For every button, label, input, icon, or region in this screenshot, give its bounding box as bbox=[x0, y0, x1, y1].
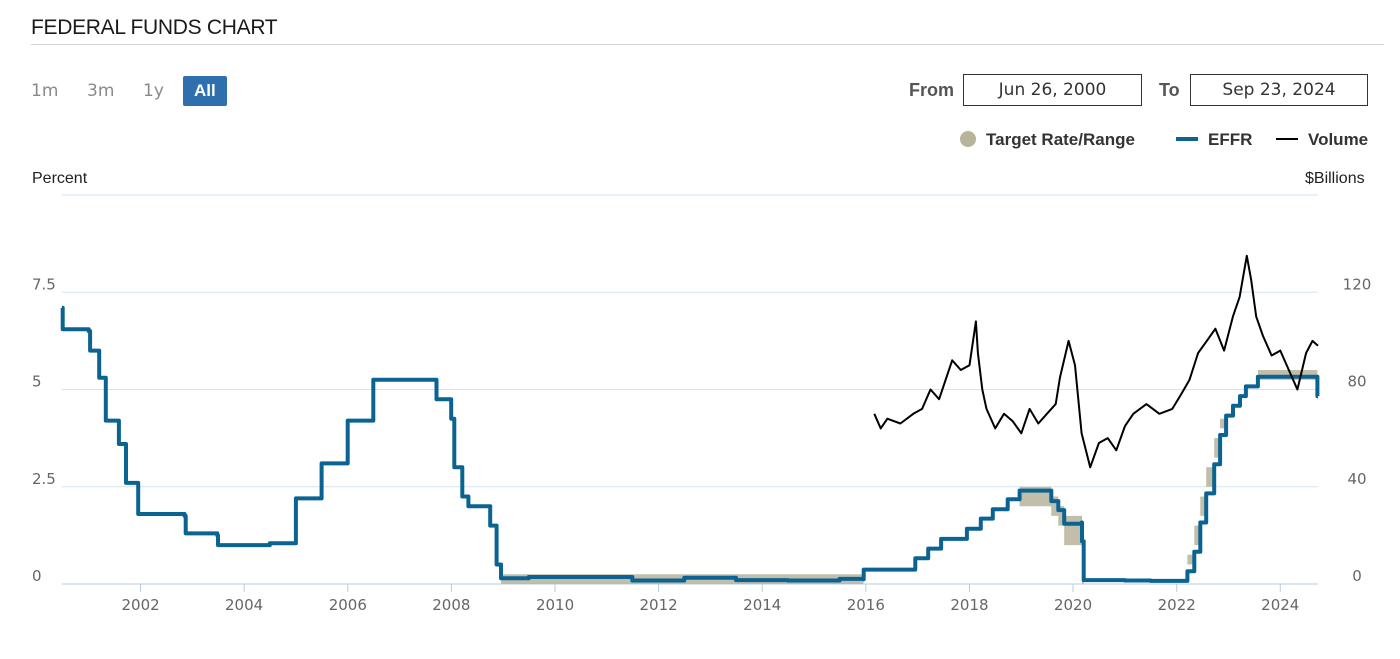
effr-line-icon bbox=[1176, 137, 1198, 141]
legend-item-effr[interactable]: EFFR bbox=[1176, 130, 1252, 150]
page-title: FEDERAL FUNDS CHART bbox=[31, 16, 278, 39]
right-tick-label: 40 bbox=[1347, 470, 1366, 488]
left-axis-title: Percent bbox=[32, 170, 88, 187]
range-button-1y[interactable]: 1y bbox=[143, 81, 164, 101]
volume-line-icon bbox=[1276, 138, 1298, 140]
x-tick-label: 2024 bbox=[1261, 596, 1299, 614]
x-tick-label: 2014 bbox=[743, 596, 781, 614]
to-label: To bbox=[1159, 80, 1180, 100]
legend-label-target: Target Rate/Range bbox=[986, 130, 1135, 149]
from-label: From bbox=[909, 80, 954, 100]
x-tick-label: 2004 bbox=[225, 596, 263, 614]
right-axis-title: $Billions bbox=[1305, 170, 1365, 187]
x-tick-label: 2018 bbox=[950, 596, 988, 614]
left-tick-label: 7.5 bbox=[32, 275, 56, 293]
right-tick-label: 120 bbox=[1343, 275, 1372, 293]
range-button-3m[interactable]: 3m bbox=[87, 81, 115, 101]
left-tick-label: 2.5 bbox=[32, 470, 56, 488]
range-button-1m[interactable]: 1m bbox=[31, 81, 59, 101]
right-tick-label: 80 bbox=[1347, 373, 1366, 391]
from-date-input[interactable]: Jun 26, 2000 bbox=[963, 74, 1142, 106]
legend-item-target[interactable]: Target Rate/Range bbox=[960, 130, 1135, 150]
legend-label-effr: EFFR bbox=[1208, 130, 1253, 149]
x-tick-label: 2022 bbox=[1158, 596, 1196, 614]
range-button-all[interactable]: All bbox=[183, 76, 227, 106]
to-date-input[interactable]: Sep 23, 2024 bbox=[1190, 74, 1368, 106]
x-tick-label: 2016 bbox=[847, 596, 885, 614]
title-divider bbox=[31, 44, 1384, 45]
x-tick-label: 2006 bbox=[329, 596, 367, 614]
left-tick-label: 0 bbox=[32, 567, 42, 585]
volume-series-line bbox=[873, 254, 1319, 469]
x-tick-label: 2008 bbox=[432, 596, 470, 614]
x-tick-label: 2010 bbox=[536, 596, 574, 614]
legend-label-volume: Volume bbox=[1308, 130, 1369, 149]
left-tick-label: 5 bbox=[32, 373, 42, 391]
x-tick-label: 2012 bbox=[639, 596, 677, 614]
effr-series-line bbox=[60, 305, 1320, 583]
x-tick-label: 2020 bbox=[1054, 596, 1092, 614]
right-tick-label: 0 bbox=[1352, 567, 1362, 585]
x-tick-label: 2002 bbox=[121, 596, 159, 614]
legend-item-volume[interactable]: Volume bbox=[1276, 130, 1368, 150]
target-dot-icon bbox=[960, 131, 976, 147]
